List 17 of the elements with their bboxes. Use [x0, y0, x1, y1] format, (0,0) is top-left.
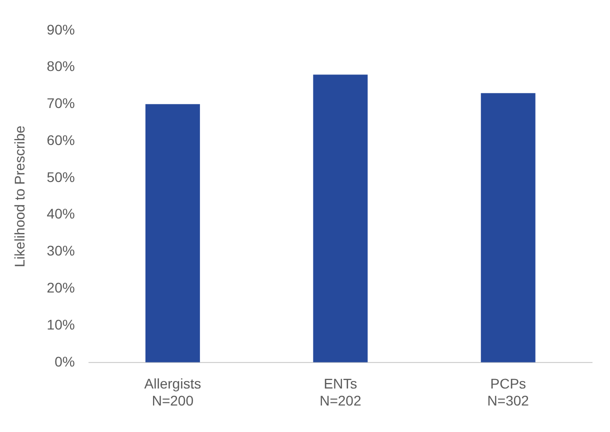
bar — [480, 93, 536, 362]
y-tick-label: 30% — [46, 242, 75, 259]
x-tick-label: PCPs N=302 — [487, 376, 530, 408]
y-tick-label: 70% — [46, 95, 75, 112]
y-tick-label: 80% — [46, 58, 75, 74]
y-tick-label: 0% — [54, 353, 75, 370]
y-axis-title: Likelihood to Prescribe — [11, 125, 28, 268]
x-tick-label: Allergists N=200 — [144, 376, 202, 408]
y-tick-label: 60% — [46, 132, 75, 148]
y-tick-label: 10% — [46, 316, 75, 332]
x-tick-label: ENTs N=202 — [320, 376, 362, 408]
y-tick-label: 50% — [46, 168, 75, 185]
y-tick-label: 20% — [46, 279, 75, 296]
bar — [145, 104, 200, 362]
bar — [313, 74, 368, 362]
y-tick-label: 40% — [46, 206, 75, 222]
y-tick-label: 90% — [46, 21, 75, 38]
